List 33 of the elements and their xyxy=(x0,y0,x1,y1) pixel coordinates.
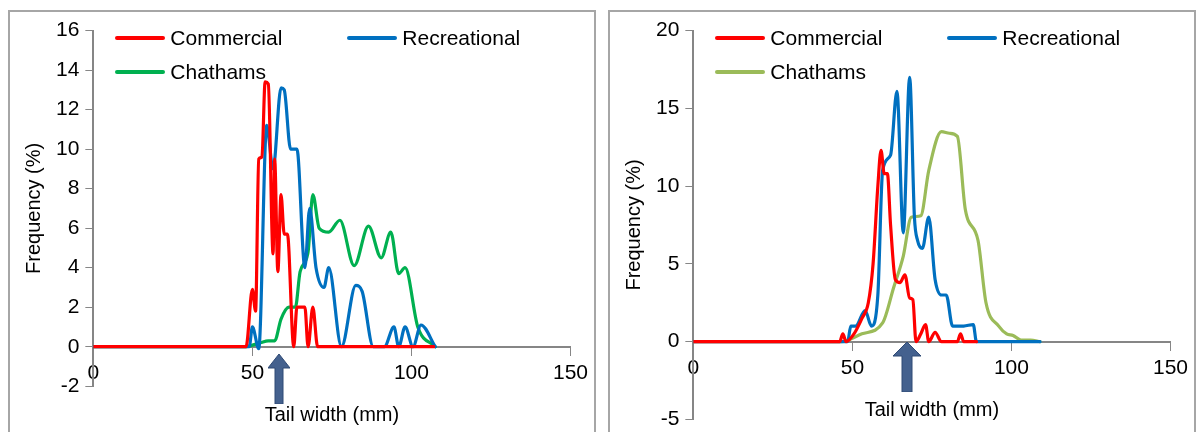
y-tick-label: 12 xyxy=(56,96,80,120)
y-tick-label: 10 xyxy=(56,135,80,159)
x-axis-title: Tail width (mm) xyxy=(864,398,1000,421)
y-tick-label: 4 xyxy=(67,254,80,278)
legend-label: Commercial xyxy=(770,24,883,51)
y-tick-label: -2 xyxy=(60,373,80,397)
legend-label: Recreational xyxy=(402,24,521,51)
x-tick-label: 50 xyxy=(240,360,265,384)
y-tick-label: 15 xyxy=(656,95,680,119)
y-axis-title: Frequency (%) xyxy=(21,142,44,274)
x-axis-title: Tail width (mm) xyxy=(264,403,400,426)
y-tick-label: 16 xyxy=(56,17,80,41)
line-series xyxy=(693,148,979,344)
y-tick-label: 2 xyxy=(67,293,80,317)
y-tick-label: 0 xyxy=(667,328,680,352)
y-tick-label: 8 xyxy=(67,175,80,199)
y-tick-label: 6 xyxy=(67,214,80,238)
x-tick-label: 50 xyxy=(840,355,865,379)
y-tick-label: -5 xyxy=(660,406,680,430)
y-tick-label: 10 xyxy=(656,172,680,196)
y-axis-title: Frequency (%) xyxy=(621,159,644,291)
x-tick-label: 150 xyxy=(1152,355,1188,379)
y-tick-label: 5 xyxy=(667,250,680,274)
x-tick-label: 100 xyxy=(393,360,429,384)
x-tick-label: 150 xyxy=(552,360,588,384)
y-tick-label: 14 xyxy=(56,56,80,80)
legend-label: Recreational xyxy=(1002,24,1121,51)
x-tick-label: 100 xyxy=(993,355,1029,379)
legend-label: Chathams xyxy=(770,58,867,85)
y-tick-label: 20 xyxy=(656,17,680,41)
legend-label: Commercial xyxy=(170,24,283,51)
y-tick-label: 0 xyxy=(67,333,80,357)
legend-label: Chathams xyxy=(170,58,267,85)
